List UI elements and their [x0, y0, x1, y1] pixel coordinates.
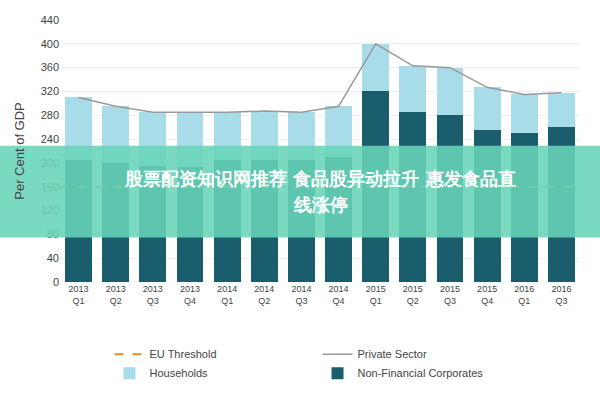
svg-text:2013Q4: 2013Q4	[180, 284, 200, 306]
svg-text:440: 440	[41, 14, 59, 26]
svg-text:2014Q3: 2014Q3	[291, 284, 311, 306]
svg-text:Per Cent of GDP: Per Cent of GDP	[12, 102, 27, 200]
svg-text:2013Q2: 2013Q2	[106, 284, 126, 306]
svg-text:280: 280	[41, 109, 59, 121]
svg-text:360: 360	[41, 61, 59, 73]
svg-text:2014Q1: 2014Q1	[217, 284, 237, 306]
svg-text:Non-Financial Corporates: Non-Financial Corporates	[358, 367, 484, 379]
svg-text:2015Q3: 2015Q3	[440, 284, 460, 306]
svg-text:160: 160	[41, 181, 59, 193]
svg-text:2015Q2: 2015Q2	[403, 284, 423, 306]
svg-text:400: 400	[41, 38, 59, 50]
svg-text:线涨停: 线涨停	[293, 194, 348, 215]
svg-text:120: 120	[41, 204, 59, 216]
svg-text:2016Q3: 2016Q3	[551, 284, 571, 306]
svg-text:2016Q1: 2016Q1	[514, 284, 534, 306]
svg-text:Households: Households	[150, 367, 209, 379]
svg-text:2013Q3: 2013Q3	[143, 284, 163, 306]
svg-text:2015Q1: 2015Q1	[366, 284, 386, 306]
svg-text:Private Sector: Private Sector	[358, 348, 427, 360]
svg-text:40: 40	[47, 252, 59, 264]
svg-text:80: 80	[47, 228, 59, 240]
svg-text:320: 320	[41, 85, 59, 97]
svg-text:240: 240	[41, 133, 59, 145]
svg-text:2015Q4: 2015Q4	[477, 284, 497, 306]
svg-text:股票配资知识网推荐 食品股异动拉升 惠发食品直: 股票配资知识网推荐 食品股异动拉升 惠发食品直	[124, 168, 516, 189]
svg-text:2014Q4: 2014Q4	[329, 284, 349, 306]
svg-text:2013Q1: 2013Q1	[69, 284, 89, 306]
svg-text:200: 200	[41, 157, 59, 169]
svg-text:2014Q2: 2014Q2	[254, 284, 274, 306]
svg-text:0: 0	[53, 276, 59, 288]
svg-text:EU Threshold: EU Threshold	[150, 348, 217, 360]
